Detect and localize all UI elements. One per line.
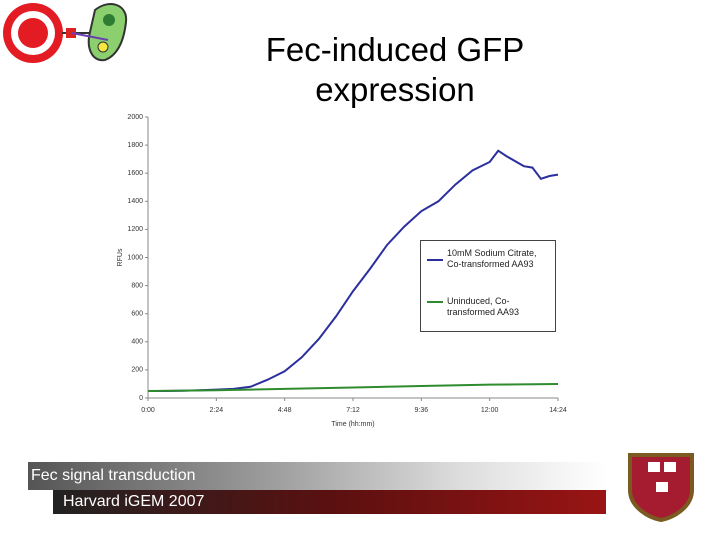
y-tick-label: 1400 [127, 198, 143, 205]
legend-label: 10mM Sodium Citrate, Co-transformed AA93 [447, 248, 537, 269]
legend-swatch [427, 301, 443, 303]
x-axis-label: Time (hh:mm) [331, 421, 374, 428]
legend: 10mM Sodium Citrate, Co-transformed AA93… [420, 240, 556, 332]
legend-label: Uninduced, Co-transformed AA93 [447, 296, 520, 317]
y-tick-label: 1800 [127, 142, 143, 149]
footer: Fec signal transduction Harvard iGEM 200… [28, 462, 606, 514]
y-tick-label: 0 [139, 395, 143, 402]
y-tick-label: 1200 [127, 226, 143, 233]
x-tick-label: 4:48 [278, 407, 292, 414]
cell-logo [71, 3, 128, 62]
y-tick-label: 600 [131, 311, 143, 318]
y-tick-label: 800 [131, 282, 143, 289]
y-tick-label: 400 [131, 339, 143, 346]
y-axis-label: RFUs [117, 248, 124, 266]
x-tick-label: 14:24 [549, 407, 567, 414]
y-tick-label: 2000 [127, 114, 143, 121]
footer-line: Harvard iGEM 2007 [53, 490, 606, 514]
footer-line: Fec signal transduction [28, 462, 606, 490]
x-tick-label: 12:00 [481, 407, 499, 414]
harvard-shield [628, 453, 694, 523]
slide-title: Fec-induced GFP expression [265, 31, 525, 108]
target-logo [3, 3, 100, 63]
series-line [147, 382, 559, 392]
x-tick-label: 0:00 [141, 407, 155, 414]
x-tick-label: 7:12 [346, 407, 360, 414]
y-tick-label: 200 [131, 367, 143, 374]
x-tick-label: 9:36 [415, 407, 429, 414]
legend-swatch [427, 259, 443, 261]
y-tick-label: 1600 [127, 170, 143, 177]
y-tick-label: 1000 [127, 254, 143, 261]
x-tick-label: 2:24 [210, 407, 224, 414]
